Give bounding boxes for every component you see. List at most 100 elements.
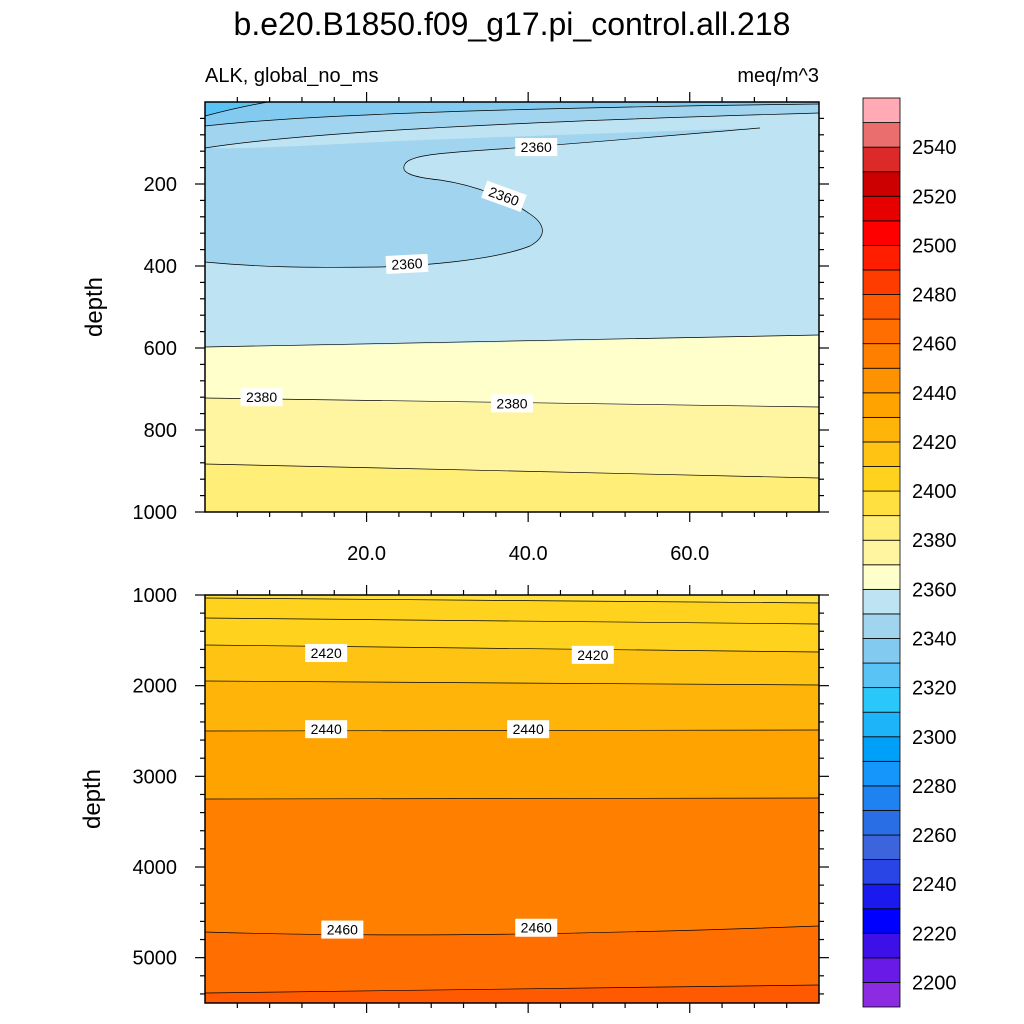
contour-label-box [385,253,429,275]
y-tick-label: 400 [144,256,177,278]
colorbar-label: 2280 [912,776,957,798]
lower-axis-ticks [195,585,829,1013]
colorbar-box [862,810,901,836]
y-tick-label: 800 [144,420,177,442]
contour-label-text: 2440 [513,721,544,737]
colorbar-box [862,687,901,713]
contour-label-box [571,645,614,664]
chart-title: b.e20.B1850.f09_g17.pi_control.all.218 [234,6,791,42]
upper-frame [204,101,820,513]
lower-panel: 2420 2420 2440 2440 2460 2460 1000 2000 3000 400… [79,585,829,1013]
contour-label-text: 2420 [577,647,608,663]
colorbar-box [862,957,901,983]
contour-label: 2380 [240,388,283,407]
colorbar-label: 2260 [912,825,957,847]
colorbar-label: 2220 [912,923,957,945]
upper-fill-2350-2360 [205,102,819,268]
colorbar-box [862,932,901,959]
colorbar-box [862,834,901,860]
colorbar-box [862,97,901,123]
contour-label-text: 2440 [311,721,342,737]
colorbar-box [862,883,901,910]
colorbar-label: 2320 [912,678,957,700]
colorbar-label: 2460 [912,334,957,356]
contour-label-box [515,918,558,937]
contour-label-text: 2380 [246,389,277,405]
colorbar-label: 2200 [912,972,957,994]
colorbar-box [862,613,901,639]
contour-label: 2440 [507,720,550,739]
colorbar-box [862,515,901,541]
upper-fill-2340-2350 [205,102,819,126]
colorbar-label: 2420 [912,432,957,454]
contour-label: 2360 [515,138,558,157]
contour-label-box [321,920,364,939]
colorbar-box [862,367,901,394]
colorbar-box [862,859,901,885]
upper-contour-2340 [204,101,269,117]
upper-y-tick-labels: 200 400 600 800 1000 [133,174,178,524]
contour-label-text: 2360 [391,255,423,273]
colorbar-box [862,392,901,418]
colorbar-label: 2480 [912,285,957,307]
y-tick-label: 1000 [133,585,178,607]
colorbar-box [862,564,901,590]
colorbar-box [862,638,901,664]
colorbar-box [862,195,901,222]
colorbar-label: 2520 [912,186,957,208]
colorbar-box [862,466,901,492]
colorbar-box [862,711,901,738]
colorbar-box [862,588,901,615]
contour-label-box [491,394,533,413]
lower-y-tick-labels: 1000 2000 3000 4000 5000 [133,585,178,970]
contour-label-box [305,644,348,663]
contour-label-text: 2420 [311,645,342,661]
contour-label-box [240,388,283,407]
colorbar-label: 2360 [912,579,957,601]
upper-contour-2360 [204,112,820,149]
contour-label: 2440 [305,720,348,739]
colorbar-box [862,343,901,369]
lower-fill-2460-2470 [205,926,819,1003]
colorbar-label: 2540 [912,137,957,159]
colorbar-box [862,908,901,934]
contour-label-text: 2460 [327,922,358,938]
y-tick-label: 2000 [133,676,178,698]
contour-label-box [305,720,348,739]
colorbar-box [862,441,901,467]
upper-axis-ticks [195,92,829,522]
contour-label: 2460 [515,918,558,937]
colorbar-label: 2500 [912,235,957,257]
lower-contour-labels: 2420 2420 2440 2440 2460 2460 [305,644,614,939]
colorbar-box [862,539,901,566]
colorbar-box [862,146,901,173]
y-tick-label: 1000 [133,502,178,524]
y-tick-label: 600 [144,338,177,360]
y-tick-label: 200 [144,174,177,196]
upper-x-tick-labels: 20.0 40.0 60.0 [347,543,709,565]
colorbar [862,97,901,1008]
lower-contour-2410 [204,597,820,604]
contour-label: 2420 [571,645,614,664]
contour-label: 2460 [321,920,364,939]
colorbar-label: 2240 [912,874,957,896]
contour-label-text: 2460 [521,920,552,936]
contour-label-box [507,720,550,739]
colorbar-label: 2300 [912,727,957,749]
upper-fill-2330-2340 [205,102,268,116]
colorbar-labels: 2200 2220 2240 2260 2280 2300 2320 2340 2360 2380… [912,137,957,994]
right-subtitle: meq/m^3 [737,65,819,87]
colorbar-label: 2380 [912,530,957,552]
colorbar-box [862,294,901,320]
lower-contour-2460 [204,925,820,936]
lower-frame [204,594,820,1004]
lower-contour-2470 [204,984,820,994]
y-tick-label: 4000 [133,857,178,879]
colorbar-box [862,662,901,689]
colorbar-box [862,736,901,762]
colorbar-box [862,490,901,517]
colorbar-box [862,785,901,811]
x-tick-label: 20.0 [347,543,386,565]
